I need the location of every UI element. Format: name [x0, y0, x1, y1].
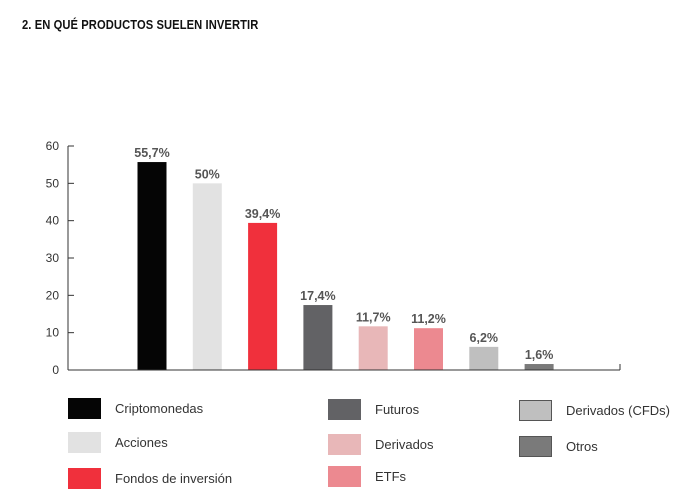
- y-axis: 0 10 20 30 40 50 60: [46, 139, 74, 377]
- y-tick-label: 0: [52, 363, 59, 377]
- bar-4: [358, 326, 388, 370]
- bar-value-label: 1,6%: [525, 348, 554, 362]
- bars: [137, 162, 554, 370]
- bar-value-label: 17,4%: [300, 289, 335, 303]
- chart-title: 2. EN QUÉ PRODUCTOS SUELEN INVERTIR: [22, 17, 259, 32]
- bar-value-label: 50%: [195, 167, 220, 181]
- bar-2: [248, 222, 278, 370]
- y-tick-label: 10: [46, 326, 60, 340]
- y-tick-label: 50: [46, 176, 60, 190]
- y-tick-label: 20: [46, 288, 60, 302]
- bar-5: [414, 328, 443, 370]
- bar-value-label: 39,4%: [245, 207, 280, 221]
- bar-value-label: 11,2%: [411, 312, 446, 326]
- bar-value-label: 55,7%: [134, 146, 169, 160]
- value-labels: 55,7% 50% 39,4% 17,4% 11,7% 11,2% 6,2% 1,6%: [134, 146, 553, 362]
- y-tick-label: 40: [46, 214, 60, 228]
- y-tick-label: 60: [46, 139, 60, 153]
- bar-1: [192, 183, 222, 370]
- bar-3: [303, 305, 333, 370]
- y-tick-label: 30: [46, 251, 60, 265]
- bar-6: [469, 346, 499, 370]
- bar-0: [137, 162, 167, 370]
- x-axis: [68, 364, 621, 371]
- bar-value-label: 11,7%: [356, 310, 391, 324]
- bar-7: [524, 364, 554, 370]
- bar-value-label: 6,2%: [470, 331, 499, 345]
